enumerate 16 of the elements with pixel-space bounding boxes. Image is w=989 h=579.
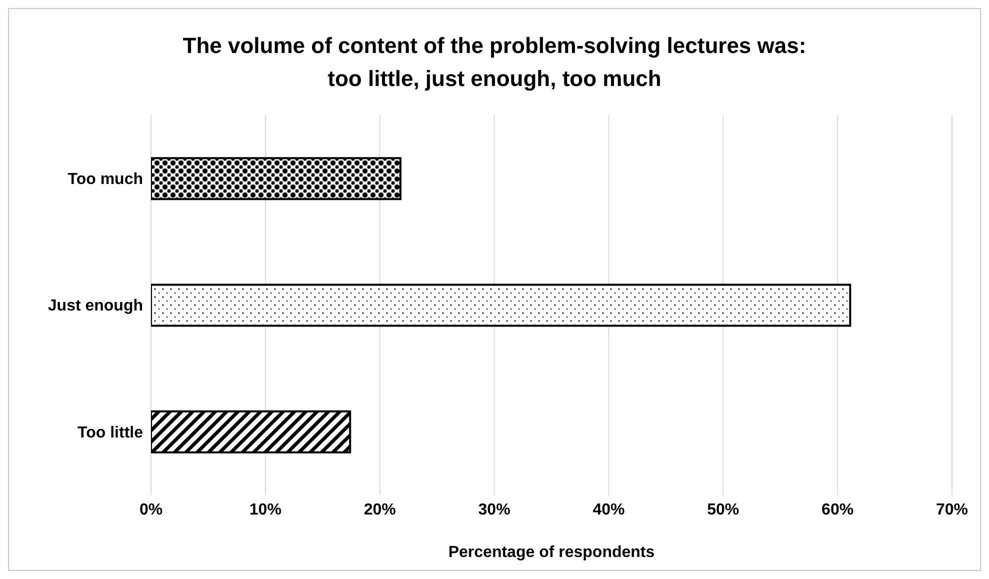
bar xyxy=(151,157,402,200)
x-tick-label: 20% xyxy=(364,501,396,518)
y-tick-label: Too much xyxy=(68,171,143,188)
y-tick-label: Too little xyxy=(78,424,144,442)
x-tick-label: 0% xyxy=(139,501,163,518)
bar xyxy=(151,284,852,327)
chart-title: The volume of content of the problem-solving lectures was: too little, just enough, too much xyxy=(182,32,808,93)
x-tick-label: 50% xyxy=(707,501,740,518)
x-tick-label: 60% xyxy=(822,501,854,518)
x-axis-title: Percentage of respondents xyxy=(448,544,655,561)
x-tick-label: 30% xyxy=(478,501,510,518)
y-tick-label: Just enough xyxy=(48,298,143,315)
x-tick-label: 70% xyxy=(936,501,968,518)
x-tick-label: 10% xyxy=(249,501,282,518)
x-tick-label: 40% xyxy=(592,501,625,518)
bar xyxy=(151,410,352,454)
